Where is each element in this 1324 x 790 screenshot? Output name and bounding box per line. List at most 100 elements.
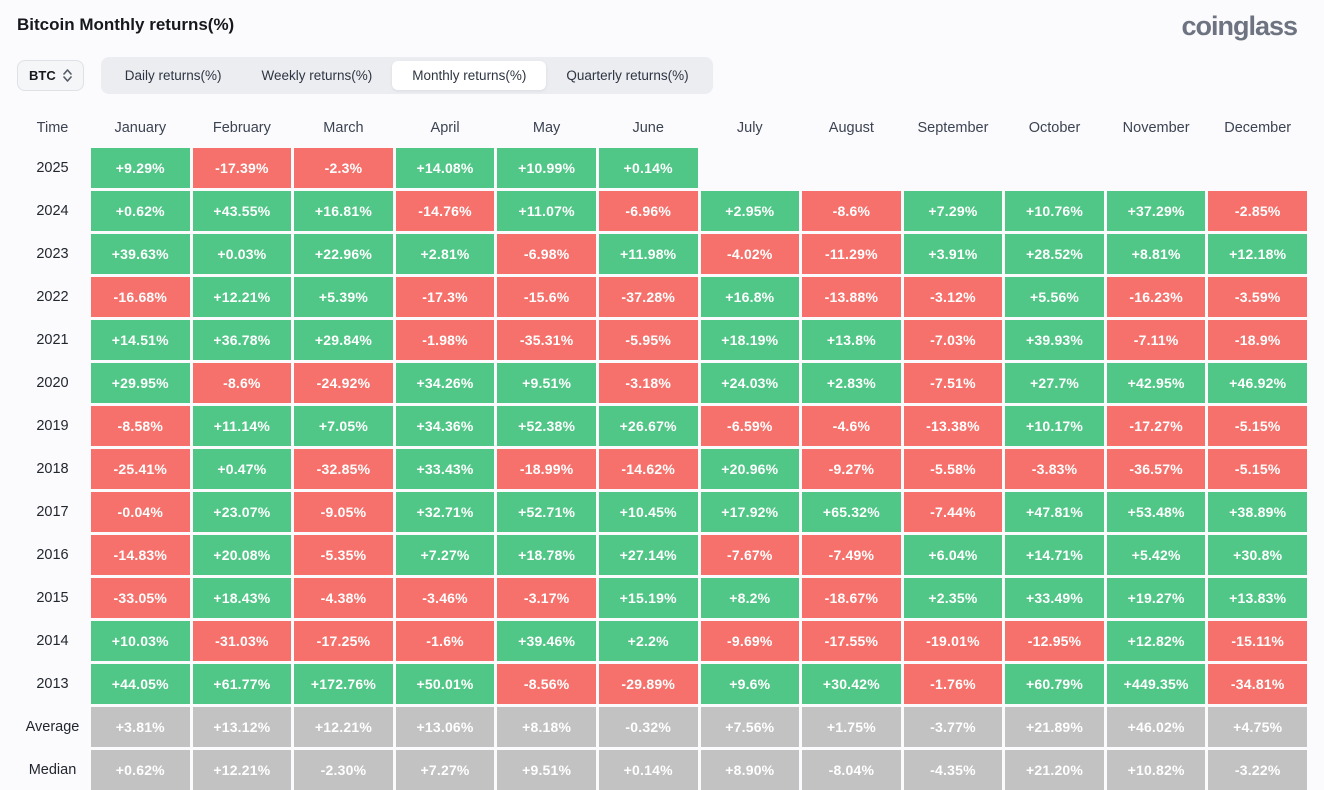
return-cell <box>802 148 901 188</box>
return-cell: -31.03% <box>192 621 292 661</box>
row-label: 2017 <box>36 504 69 520</box>
return-cell: -18.67% <box>802 578 901 618</box>
return-cell: +0.03% <box>192 234 292 274</box>
return-cell: +44.05% <box>91 664 190 704</box>
return-cell: +3.91% <box>903 234 1003 274</box>
return-cell: -36.57% <box>1106 449 1206 489</box>
return-cell: +12.18% <box>1208 234 1307 274</box>
table-row-2017: 2017 -0.04% +23.07% -9.05% +32.71% +52.71% +10… <box>17 492 1307 532</box>
return-cell: -16.23% <box>1106 277 1206 317</box>
return-cell: +38.89% <box>1208 492 1307 532</box>
return-cell: +0.47% <box>192 449 292 489</box>
return-cell: +39.46% <box>497 621 596 661</box>
return-cell: +8.18% <box>497 707 596 747</box>
return-cell: +20.08% <box>192 535 292 575</box>
return-cell: -3.22% <box>1208 750 1307 790</box>
return-cell: +18.43% <box>192 578 292 618</box>
return-cell: +37.29% <box>1106 191 1206 231</box>
tab-quarterly-returns[interactable]: Quarterly returns(%) <box>546 61 708 90</box>
return-cell: -7.49% <box>802 535 901 575</box>
return-cell: -14.62% <box>598 449 698 489</box>
return-cell: +8.90% <box>700 750 800 790</box>
return-cell: +43.55% <box>192 191 292 231</box>
return-cell: +2.81% <box>395 234 495 274</box>
return-cell: +16.8% <box>700 277 800 317</box>
return-cell <box>904 148 1003 188</box>
table-row-2021: 2021 +14.51% +36.78% +29.84% -1.98% -35.31% -5… <box>17 320 1307 360</box>
return-cell: +8.81% <box>1106 234 1206 274</box>
return-cell: +34.36% <box>395 406 495 446</box>
return-cell: +47.81% <box>1005 492 1104 532</box>
return-cell: +13.8% <box>802 320 901 360</box>
return-cell: +12.82% <box>1106 621 1206 661</box>
table-body: 2025 +9.29% -17.39% -2.3% +14.08% +10.99% +0.1… <box>17 148 1307 790</box>
return-cell: +7.29% <box>903 191 1003 231</box>
return-cell: +39.93% <box>1005 320 1104 360</box>
return-cell: +11.14% <box>192 406 292 446</box>
return-cell: +50.01% <box>395 664 495 704</box>
table-row-2013: 2013 +44.05% +61.77% +172.76% +50.01% -8.56% -… <box>17 664 1307 704</box>
return-cell: -4.38% <box>294 578 393 618</box>
return-cell: -8.6% <box>192 363 292 403</box>
tab-weekly-returns[interactable]: Weekly returns(%) <box>242 61 393 90</box>
return-cell: +14.51% <box>91 320 190 360</box>
return-cell: +19.27% <box>1106 578 1206 618</box>
return-cell: +4.75% <box>1208 707 1307 747</box>
return-cell: -18.9% <box>1208 320 1307 360</box>
return-cell: -2.30% <box>294 750 393 790</box>
return-cell: +42.95% <box>1106 363 1206 403</box>
return-cell: +29.84% <box>294 320 393 360</box>
return-cell: +10.45% <box>598 492 698 532</box>
column-header-time: Time <box>36 119 69 136</box>
return-cell: -2.85% <box>1208 191 1307 231</box>
return-cell: +46.92% <box>1208 363 1307 403</box>
return-cell: -14.83% <box>91 535 190 575</box>
row-label: 2021 <box>36 332 69 348</box>
return-cell: +28.52% <box>1005 234 1104 274</box>
returns-table: Time January February March April May June July… <box>17 109 1307 790</box>
row-label: 2015 <box>36 590 69 606</box>
return-cell: -3.46% <box>395 578 495 618</box>
symbol-selector[interactable]: BTC <box>17 60 84 91</box>
return-cell: -4.35% <box>903 750 1003 790</box>
return-cell: +22.96% <box>294 234 393 274</box>
return-cell: +14.71% <box>1005 535 1104 575</box>
return-cell: -6.96% <box>598 191 698 231</box>
return-cell: +172.76% <box>294 664 393 704</box>
return-cell: -33.05% <box>91 578 190 618</box>
return-cell: -6.59% <box>700 406 800 446</box>
column-header-january: January <box>114 119 167 136</box>
return-cell: +39.63% <box>91 234 190 274</box>
return-cell <box>701 148 800 188</box>
returns-period-tabs: Daily returns(%) Weekly returns(%) Monthly… <box>100 57 713 94</box>
return-cell: +12.21% <box>192 277 292 317</box>
return-cell <box>1107 148 1206 188</box>
return-cell: +15.19% <box>598 578 698 618</box>
return-cell: +6.04% <box>903 535 1003 575</box>
return-cell: +32.71% <box>395 492 495 532</box>
return-cell: +24.03% <box>700 363 800 403</box>
return-cell: +61.77% <box>192 664 292 704</box>
return-cell: +7.56% <box>700 707 800 747</box>
tab-daily-returns[interactable]: Daily returns(%) <box>105 61 242 90</box>
return-cell: +30.42% <box>802 664 901 704</box>
return-cell: -1.76% <box>903 664 1003 704</box>
return-cell: -34.81% <box>1208 664 1307 704</box>
symbol-selector-value: BTC <box>29 68 56 83</box>
return-cell: -7.51% <box>903 363 1003 403</box>
table-row-2023: 2023 +39.63% +0.03% +22.96% +2.81% -6.98% +11.… <box>17 234 1307 274</box>
table-row-2016: 2016 -14.83% +20.08% -5.35% +7.27% +18.78% +27… <box>17 535 1307 575</box>
return-cell: -32.85% <box>294 449 393 489</box>
return-cell: +10.76% <box>1005 191 1104 231</box>
return-cell: -3.83% <box>1005 449 1104 489</box>
return-cell: -17.3% <box>395 277 495 317</box>
column-header-february: February <box>212 119 271 136</box>
column-header-october: October <box>1028 119 1081 136</box>
return-cell: -18.99% <box>497 449 596 489</box>
return-cell: -5.15% <box>1208 449 1307 489</box>
return-cell: -5.95% <box>598 320 698 360</box>
table-row-2015: 2015 -33.05% +18.43% -4.38% -3.46% -3.17% +15.… <box>17 578 1307 618</box>
tab-monthly-returns[interactable]: Monthly returns(%) <box>392 61 547 90</box>
return-cell: +14.08% <box>395 148 495 188</box>
